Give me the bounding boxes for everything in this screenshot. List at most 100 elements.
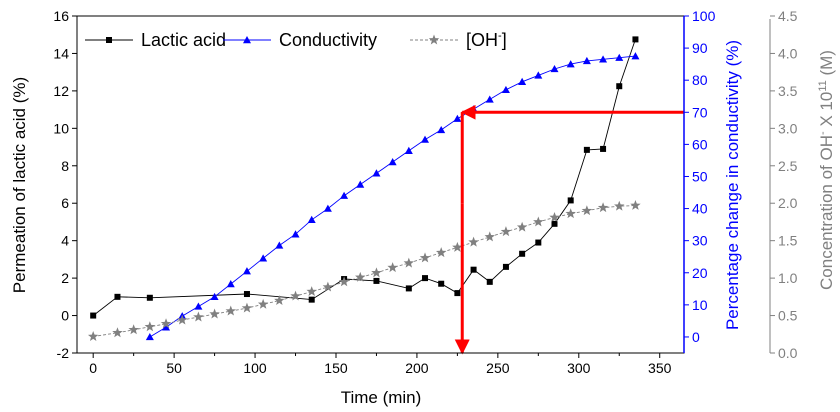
oh-label-main: Concentration of OH	[817, 135, 836, 290]
left-tick-label: 4	[61, 233, 69, 249]
right1-tick-label: 40	[692, 201, 708, 217]
right2-tick-label: 2.0	[778, 195, 798, 211]
data-point	[452, 241, 463, 252]
right2-tick-label: 2.5	[778, 158, 798, 174]
right1-tick-label: 50	[692, 168, 708, 184]
data-point	[468, 236, 479, 247]
left-y-axis: -2 0 2 4 6 8 10 12 14 16	[53, 8, 77, 361]
data-point	[421, 135, 430, 143]
left-tick-label: 6	[61, 195, 69, 211]
data-point	[438, 280, 445, 287]
data-point	[308, 296, 315, 303]
data-point	[534, 71, 543, 79]
data-point	[226, 279, 235, 288]
right-y-axis-oh: 0.0 0.5 1.0 1.5 2.0 2.5 3.0 3.5 4.0 4.5	[769, 8, 798, 361]
series-layer	[87, 36, 641, 341]
right2-tick-label: 4.0	[778, 45, 798, 61]
data-point	[566, 60, 575, 68]
data-point	[144, 321, 156, 332]
data-point	[567, 197, 574, 204]
annotation-layer	[454, 104, 684, 355]
data-point	[519, 250, 526, 257]
data-point	[501, 85, 510, 94]
left-axis-label: Permeation of lactic acid (%)	[10, 77, 29, 293]
right1-tick-label: 70	[692, 104, 708, 120]
data-point	[405, 285, 412, 292]
left-tick-label: 0	[61, 308, 69, 324]
right1-tick-label: 90	[692, 40, 708, 56]
left-tick-label: -2	[57, 345, 70, 361]
data-point	[210, 292, 219, 301]
legend-label-text: Conductivity	[279, 30, 377, 50]
right2-tick-label: 3.5	[778, 83, 798, 99]
data-point	[322, 281, 334, 292]
data-point	[355, 271, 366, 282]
data-point	[516, 221, 528, 232]
x-tick-label: 350	[648, 360, 672, 376]
data-point	[114, 293, 121, 300]
data-point	[582, 56, 591, 65]
data-point	[306, 286, 317, 297]
data-point	[615, 53, 624, 61]
legend-label: Lactic acid	[141, 30, 226, 50]
data-point	[616, 83, 623, 90]
x-tick-label: 300	[567, 360, 591, 376]
data-point	[373, 277, 380, 284]
data-point	[388, 158, 397, 166]
left-tick-label: 12	[53, 83, 69, 99]
data-point	[194, 302, 203, 310]
data-point	[630, 199, 641, 210]
right2-tick-label: 1.0	[778, 270, 798, 286]
data-point	[257, 298, 269, 309]
data-point	[533, 216, 544, 227]
data-point	[500, 226, 512, 237]
data-point	[323, 204, 332, 212]
right1-tick-label: 30	[692, 233, 708, 249]
right2-tick-label: 0.5	[778, 308, 798, 324]
oh-label-mid: X 10	[817, 92, 836, 132]
legend-marker	[428, 34, 440, 45]
data-point	[453, 114, 462, 122]
data-point	[631, 52, 640, 60]
data-point	[565, 208, 576, 219]
data-point	[242, 267, 251, 275]
data-point	[470, 266, 477, 273]
data-point	[403, 257, 415, 268]
data-point	[551, 220, 558, 227]
data-point	[275, 241, 284, 249]
data-point	[387, 262, 398, 273]
oh-label-sup1: -	[817, 131, 829, 135]
data-point	[209, 308, 220, 319]
data-point	[535, 239, 542, 246]
data-point	[435, 247, 447, 258]
right-axis-conductivity-label: Percentage change in conductivity (%)	[723, 40, 742, 330]
data-point	[597, 202, 609, 213]
x-tick-label: 0	[89, 360, 97, 376]
x-tick-label: 200	[405, 360, 429, 376]
right1-tick-label: 80	[692, 72, 708, 88]
x-axis: 0 50 100 150 200 250 300 350	[89, 353, 672, 376]
x-tick-label: 150	[324, 360, 348, 376]
data-point	[128, 324, 139, 335]
legend-label-sup: -	[498, 30, 502, 42]
series-line	[92, 39, 636, 316]
oh-label-end: (M)	[817, 50, 836, 80]
data-point	[160, 318, 172, 329]
data-point	[338, 276, 350, 287]
legend-marker	[106, 37, 112, 43]
data-point	[581, 205, 593, 216]
series-line	[93, 205, 636, 337]
right1-tick-label: 100	[692, 8, 716, 24]
left-tick-label: 2	[61, 270, 69, 286]
legend: Lactic acid Conductivity [OH-]	[85, 30, 507, 50]
plot-frame	[76, 15, 685, 354]
right1-tick-label: 10	[692, 297, 708, 313]
legend-label-text: [OH	[466, 30, 498, 50]
oh-label-sup2: 11	[817, 80, 829, 91]
data-point	[614, 200, 625, 211]
data-point	[162, 323, 171, 331]
data-point	[371, 267, 382, 278]
data-point	[518, 77, 527, 85]
legend-label: Conductivity	[279, 30, 377, 50]
